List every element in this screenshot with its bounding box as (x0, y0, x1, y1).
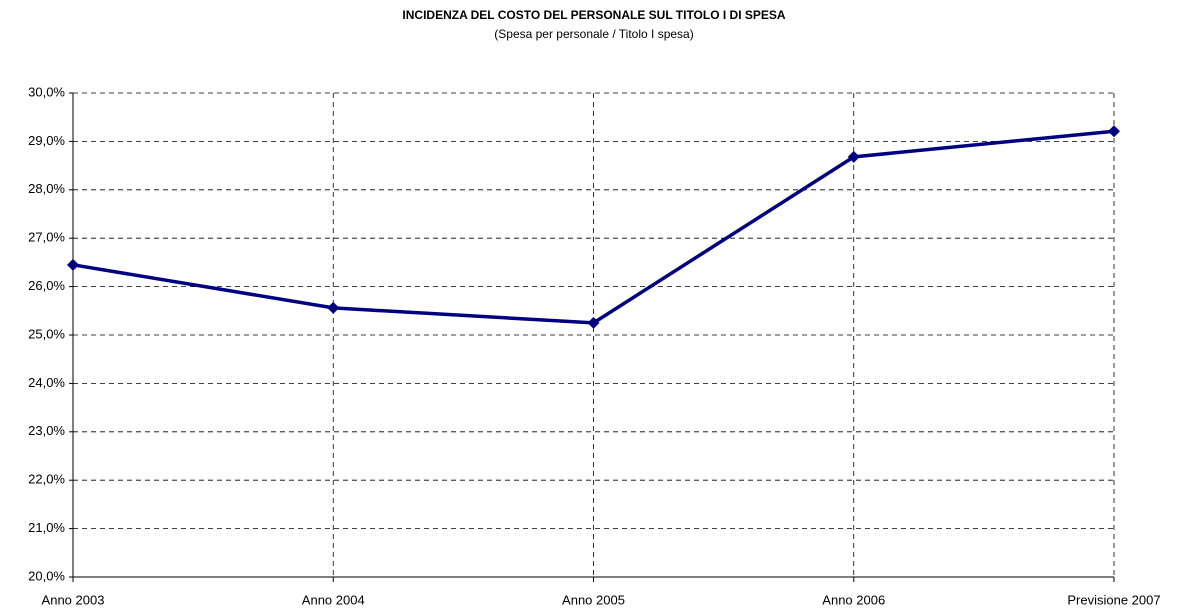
y-tick-label: 27,0% (28, 230, 65, 245)
y-tick-label: 28,0% (28, 181, 65, 196)
chart-subtitle: (Spesa per personale / Titolo I spesa) (494, 27, 693, 41)
x-tick-label: Anno 2003 (42, 592, 105, 607)
x-tick-label: Anno 2005 (562, 592, 625, 607)
y-tick-label: 22,0% (28, 472, 65, 487)
marker (587, 316, 600, 329)
y-tick-label: 25,0% (28, 326, 65, 341)
y-tick-label: 26,0% (28, 278, 65, 293)
marker (327, 301, 340, 314)
x-tick-label: Anno 2004 (302, 592, 365, 607)
x-tick-label: Previsione 2007 (1067, 592, 1160, 607)
chart-title: INCIDENZA DEL COSTO DEL PERSONALE SUL TI… (402, 8, 785, 22)
marker (67, 258, 79, 271)
marker (1108, 125, 1120, 138)
y-tick-label: 23,0% (28, 423, 65, 438)
y-tick-label: 29,0% (28, 133, 65, 148)
y-tick-label: 20,0% (28, 568, 65, 583)
marker (847, 150, 860, 163)
y-tick-label: 30,0% (28, 84, 65, 99)
y-tick-label: 21,0% (28, 520, 65, 535)
y-tick-label: 24,0% (28, 375, 65, 390)
x-tick-label: Anno 2006 (822, 592, 885, 607)
